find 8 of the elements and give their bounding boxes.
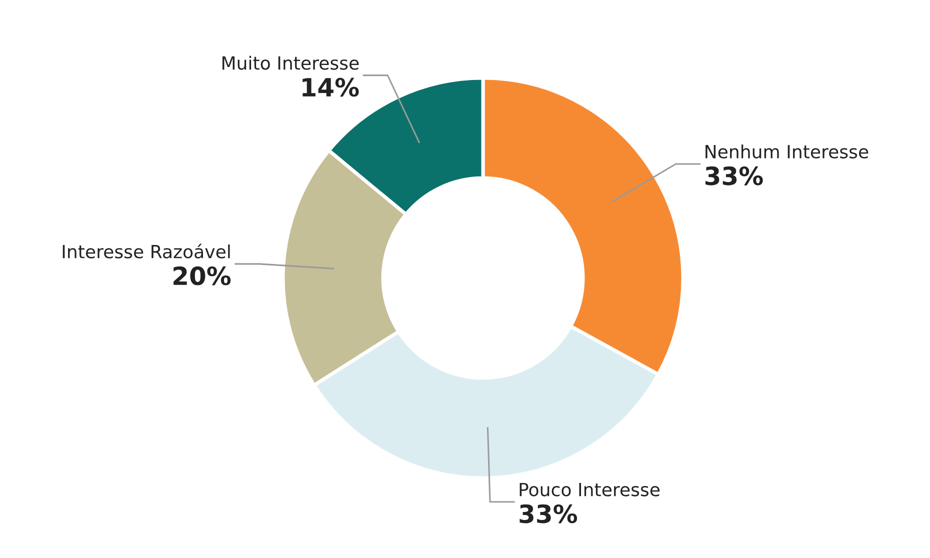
data-label: 33% (520, 504, 578, 524)
slice-label: Pouco Interesse (520, 482, 660, 496)
data-label: 33% (705, 166, 763, 186)
data-label: 20% (174, 266, 231, 286)
slice-label: Interesse Razoável (62, 244, 230, 258)
slice-label: Nenhum Interesse (706, 144, 868, 158)
slice-label: Muito Interesse (222, 56, 359, 70)
data-label: 14% (302, 78, 359, 97)
